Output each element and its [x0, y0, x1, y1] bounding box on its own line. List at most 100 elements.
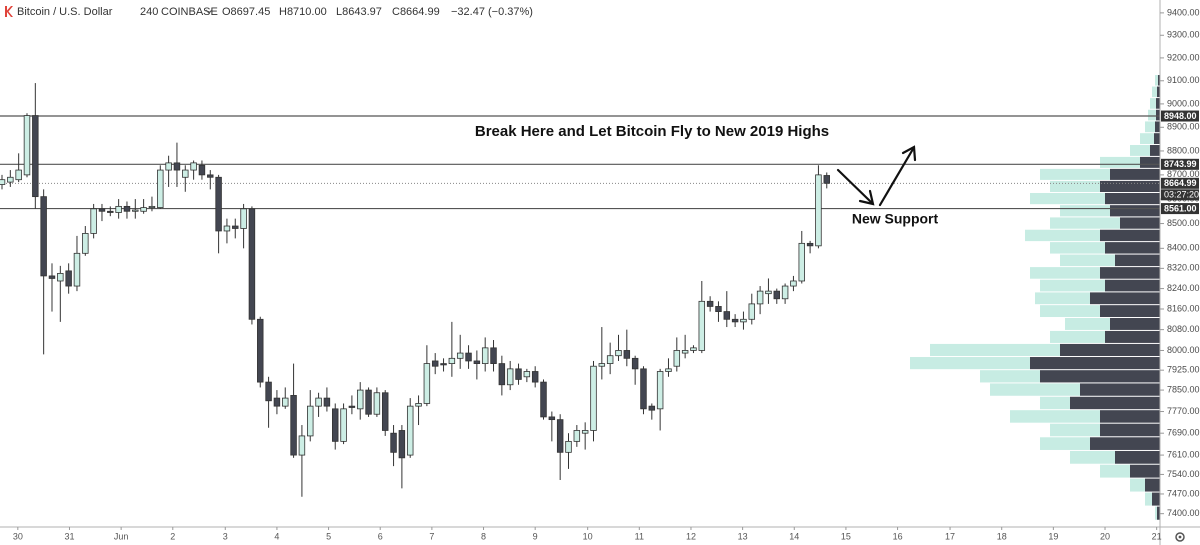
x-tick-label: 14	[789, 531, 799, 541]
candle-body	[198, 164, 206, 176]
candle-body	[257, 318, 264, 383]
candle-body	[340, 408, 347, 442]
x-tick-label: 4	[274, 531, 279, 541]
candle-body	[90, 208, 97, 234]
gear-center[interactable]	[1178, 535, 1182, 539]
x-tick-label: 19	[1048, 531, 1058, 541]
candle-body	[115, 205, 122, 213]
y-tick-label: 9000.00	[1167, 98, 1200, 108]
candle-body	[15, 169, 22, 181]
profile-dark	[1154, 133, 1160, 145]
profile-dark	[1156, 109, 1160, 121]
profile-light	[1050, 217, 1120, 229]
arrow-up	[878, 147, 915, 207]
candle-body	[415, 403, 422, 407]
y-tick-label: 9100.00	[1167, 75, 1200, 85]
profile-dark	[1110, 168, 1160, 180]
candle-body	[23, 115, 31, 176]
profile-dark	[1100, 305, 1160, 318]
profile-light	[1050, 423, 1100, 437]
profile-light	[1100, 156, 1140, 168]
candle-body	[506, 368, 514, 386]
candle-body	[132, 209, 139, 212]
candle-body	[173, 162, 181, 171]
candle-body	[581, 430, 589, 434]
profile-dark	[1105, 192, 1160, 205]
profile-dark	[1105, 279, 1160, 292]
level-tag-label: 8743.99	[1164, 159, 1197, 169]
candle-body	[107, 210, 114, 213]
settings-icon[interactable]	[1175, 532, 1185, 542]
x-tick-label: 6	[378, 531, 383, 541]
x-tick-label: 17	[945, 531, 955, 541]
candle-body	[573, 430, 581, 442]
profile-light	[1148, 109, 1156, 121]
candle-body	[731, 318, 739, 323]
candle-body	[715, 306, 722, 312]
candle-body	[73, 252, 81, 287]
candle-body	[606, 355, 614, 364]
candle-body	[706, 300, 714, 307]
candle-body	[698, 300, 706, 351]
candle-body	[98, 208, 106, 212]
profile-dark	[1105, 242, 1160, 254]
chevron[interactable]	[205, 9, 213, 14]
candle-body	[798, 242, 806, 282]
profile-light	[1070, 450, 1115, 464]
profile-light	[1040, 396, 1070, 410]
x-tick-label: 8	[481, 531, 486, 541]
candle-body	[365, 389, 372, 415]
profile-light	[1030, 192, 1105, 205]
candle-body	[498, 363, 506, 386]
profile-light	[1025, 229, 1100, 242]
candle-body	[531, 371, 539, 383]
x-tick-label: 31	[64, 531, 74, 541]
candle-body	[307, 405, 314, 437]
x-tick-label: 3	[223, 531, 228, 541]
candle-body	[123, 205, 131, 212]
profile-dark	[1080, 383, 1160, 396]
arrow-head	[901, 145, 917, 162]
profile-light	[980, 370, 1040, 383]
x-tick-label: 18	[997, 531, 1007, 541]
profile-dark	[1145, 478, 1160, 492]
candle-body	[456, 352, 464, 359]
profile-light	[1050, 330, 1105, 343]
candle-body	[765, 290, 772, 295]
x-tick-label: 2	[170, 531, 175, 541]
y-tick-label: 9300.00	[1167, 30, 1200, 40]
gear[interactable]	[1175, 532, 1185, 542]
interval: 240	[140, 6, 158, 18]
profile-dark	[1155, 121, 1160, 133]
candle-body	[515, 368, 522, 380]
x-tick-label: 21	[1152, 531, 1162, 541]
level-tag	[1161, 203, 1199, 215]
profile-light	[1040, 305, 1100, 318]
logo	[5, 6, 13, 17]
candle-body	[665, 368, 672, 372]
countdown: 03:27:20	[1164, 190, 1199, 200]
y-tick-label: 7925.00	[1167, 365, 1200, 375]
profile-dark	[1157, 86, 1160, 98]
candle-body	[681, 350, 689, 354]
x-tick-label: Jun	[114, 531, 129, 541]
candle-body	[65, 270, 72, 287]
annotation-title: Break Here and Let Bitcoin Fly to New 20…	[475, 123, 829, 140]
ohlc-high: H8710.00	[279, 6, 327, 18]
last-price-tag-label: 8664.99	[1164, 178, 1197, 188]
profile-light	[1050, 242, 1105, 254]
profile-dark	[1110, 205, 1160, 217]
candle-body	[7, 176, 14, 183]
exchange[interactable]: COINBASE	[161, 6, 218, 18]
candle-body	[656, 371, 664, 410]
candle-body	[623, 350, 631, 359]
candle-body	[615, 350, 622, 357]
candle-body	[182, 169, 189, 178]
x-tick-label: 9	[533, 531, 538, 541]
profile-light	[1035, 292, 1090, 305]
candle-body	[148, 205, 156, 209]
y-tick-label: 8240.00	[1167, 283, 1200, 293]
candle-body	[640, 368, 647, 410]
profile-dark	[1158, 75, 1160, 86]
x-tick-label: 5	[326, 531, 331, 541]
